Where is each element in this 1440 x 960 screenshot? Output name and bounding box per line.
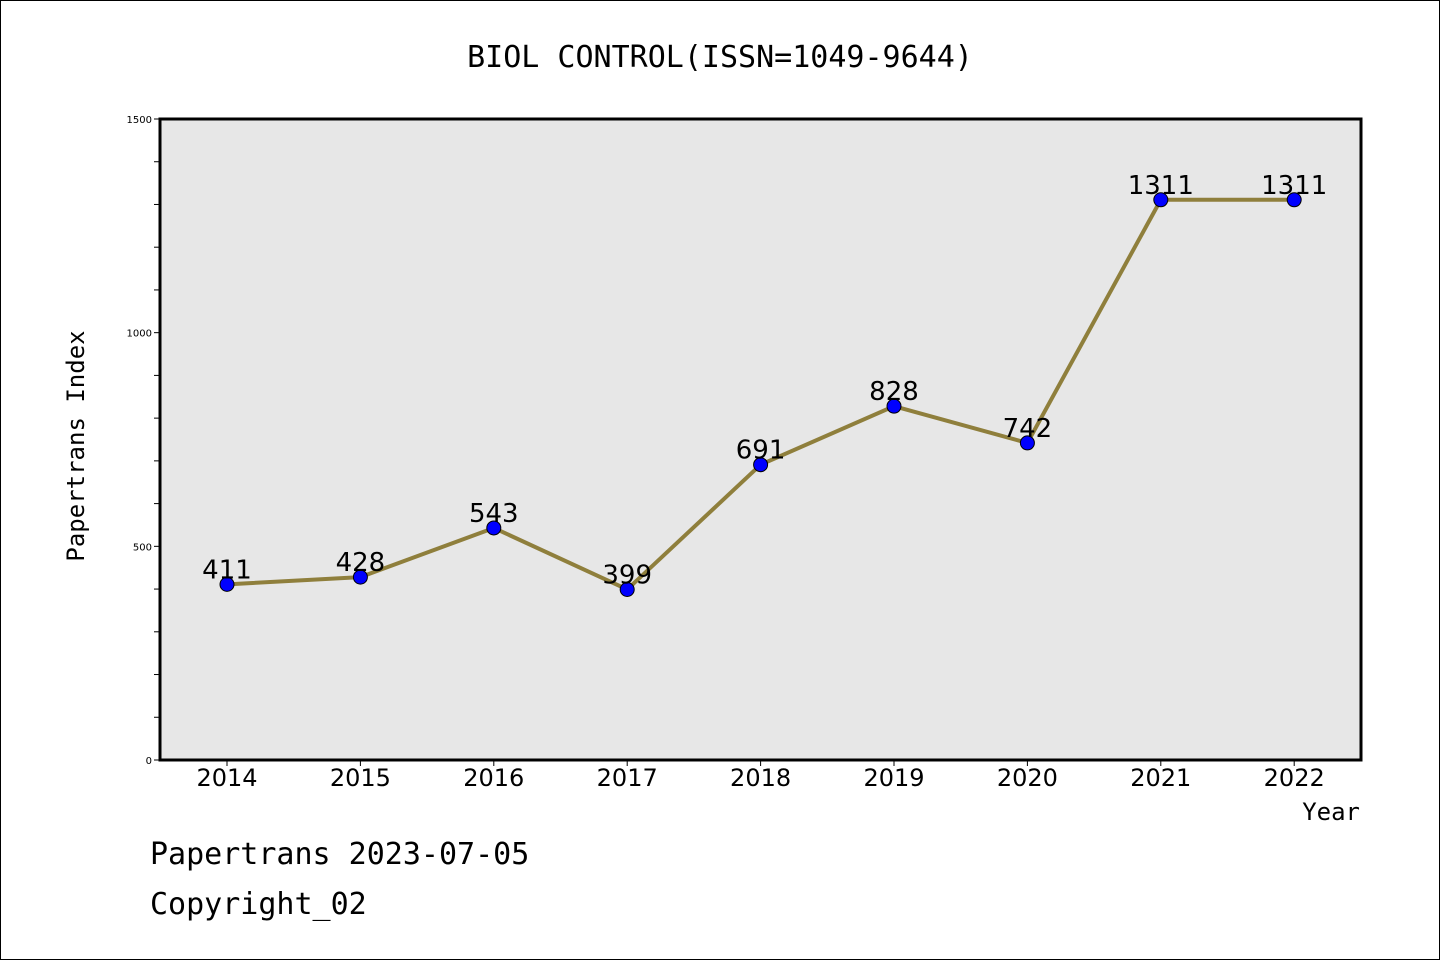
data-point [619,581,635,597]
data-point [753,457,769,473]
plot-border [158,117,1363,762]
data-point [219,576,235,592]
y-tick-label: 1000 [127,329,152,340]
y-tick-label: 1500 [127,115,152,126]
x-tick-label: 2018 [730,764,791,792]
x-tick-label: 2016 [463,764,524,792]
x-tick-label: 2022 [1264,764,1325,792]
y-tick-label: 0 [146,756,152,767]
data-label: 742 [1003,414,1053,444]
data-label: 399 [602,560,652,590]
y-tick-label: 500 [133,542,152,553]
y-axis-label: Papertrans Index [62,330,90,561]
x-tick-label: 2014 [196,764,257,792]
x-tick-label: 2017 [597,764,658,792]
x-axis: 2014 2015 2016 2017 2018 2019 2020 2021 2022 [196,760,1325,792]
data-label: 828 [869,377,919,407]
data-label: 691 [736,436,786,466]
plot-area [160,119,1361,760]
data-point [352,569,368,585]
x-tick-label: 2015 [330,764,391,792]
footer-date: Papertrans 2023-07-05 [150,837,529,872]
data-label: 1311 [1261,171,1327,201]
chart-title: BIOL CONTROL(ISSN=1049-9644) [467,40,973,75]
data-point [886,398,902,414]
x-tick-label: 2019 [863,764,924,792]
x-tick-label: 2021 [1130,764,1191,792]
data-point [486,520,502,536]
data-point [1153,192,1169,208]
x-tick-label: 2020 [997,764,1058,792]
data-label: 428 [336,548,386,578]
data-label: 1311 [1128,171,1194,201]
data-labels: 411 428 543 399 691 828 742 1311 1311 [202,171,1327,591]
data-label: 411 [202,555,252,585]
series-line-group [219,192,1302,597]
data-label: 543 [469,499,519,529]
data-point [1286,192,1302,208]
data-point [1019,435,1035,451]
x-axis-label: Year [1302,798,1360,826]
footer-copyright: Copyright_02 [150,887,367,922]
y-axis: 0 500 1000 1500 [127,115,160,767]
